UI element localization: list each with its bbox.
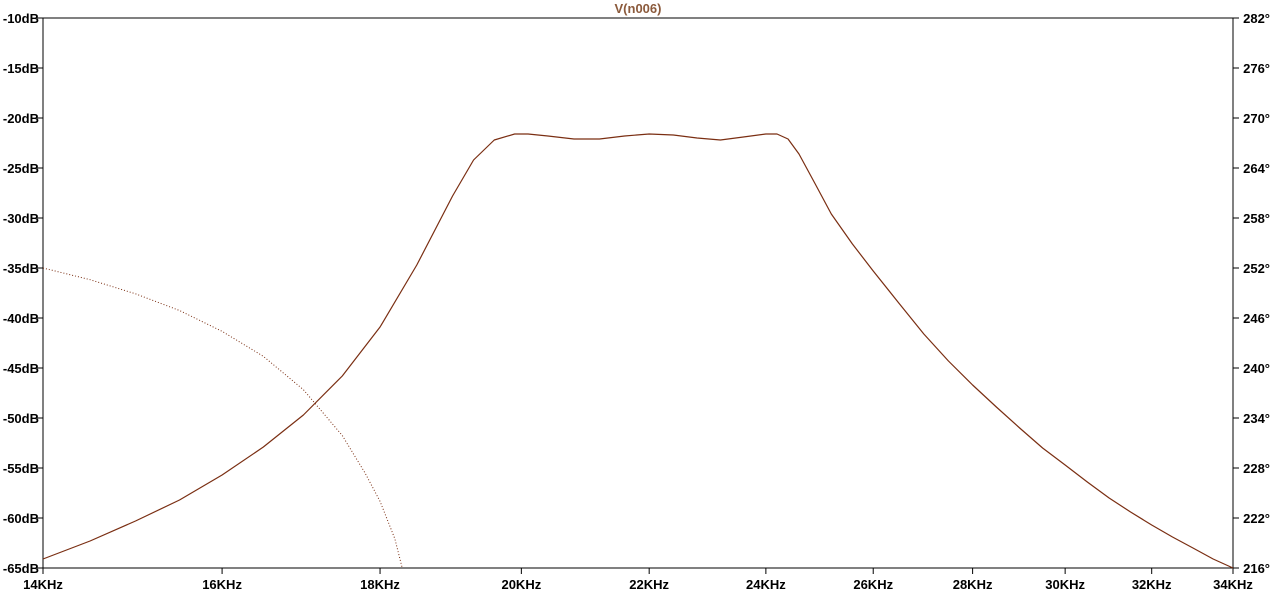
y-tick-label: -45dB	[3, 361, 39, 376]
y2-tick-label: 222°	[1243, 511, 1270, 526]
x-tick-label: 18KHz	[360, 577, 400, 592]
x-tick-label: 28KHz	[953, 577, 993, 592]
x-tick-label: 22KHz	[629, 577, 669, 592]
x-axis-tick-labels: 14KHz 16KHz 18KHz 20KHz 22KHz 24KHz 26KHz 28KHz…	[23, 577, 1253, 592]
y-tick-label: -20dB	[3, 111, 39, 126]
y-tick-label: -50dB	[3, 411, 39, 426]
chart-title: V(n006)	[615, 1, 662, 16]
traces	[42, 133, 1234, 569]
y2-tick-label: 216°	[1243, 561, 1270, 576]
x-tick-label: 30KHz	[1045, 577, 1085, 592]
phase-trace	[42, 267, 403, 569]
x-tick-label: 14KHz	[23, 577, 63, 592]
y-tick-label: -30dB	[3, 211, 39, 226]
y-tick-label: -40dB	[3, 311, 39, 326]
y-tick-label: -10dB	[3, 11, 39, 26]
y-tick-label: -55dB	[3, 461, 39, 476]
x-tick-label: 24KHz	[746, 577, 786, 592]
y-axis-tick-labels: -10dB -15dB -20dB -25dB -30dB -35dB -40dB -45dB…	[3, 11, 39, 576]
x-tick-label: 34KHz	[1213, 577, 1253, 592]
y-tick-label: -60dB	[3, 511, 39, 526]
x-tick-label: 26KHz	[853, 577, 893, 592]
plot-frame	[42, 17, 1234, 569]
x-tick-label: 20KHz	[501, 577, 541, 592]
x-tick-label: 32KHz	[1132, 577, 1172, 592]
axis-ticks	[37, 17, 1239, 574]
y-tick-label: -15dB	[3, 61, 39, 76]
y-tick-label: -35dB	[3, 261, 39, 276]
y-tick-label: -65dB	[3, 561, 39, 576]
y2-tick-label: 258°	[1243, 211, 1270, 226]
y2-tick-label: 270°	[1243, 111, 1270, 126]
y2-tick-label: 246°	[1243, 311, 1270, 326]
y2-axis-tick-labels: 282° 276° 270° 264° 258° 252° 246° 240° 234° 228°…	[1243, 11, 1270, 576]
y2-tick-label: 264°	[1243, 161, 1270, 176]
y2-tick-label: 282°	[1243, 11, 1270, 26]
x-tick-label: 16KHz	[202, 577, 242, 592]
y2-tick-label: 228°	[1243, 461, 1270, 476]
y-tick-label: -25dB	[3, 161, 39, 176]
y2-tick-label: 252°	[1243, 261, 1270, 276]
y2-tick-label: 276°	[1243, 61, 1270, 76]
magnitude-trace	[42, 133, 1234, 569]
y2-tick-label: 240°	[1243, 361, 1270, 376]
y2-tick-label: 234°	[1243, 411, 1270, 426]
